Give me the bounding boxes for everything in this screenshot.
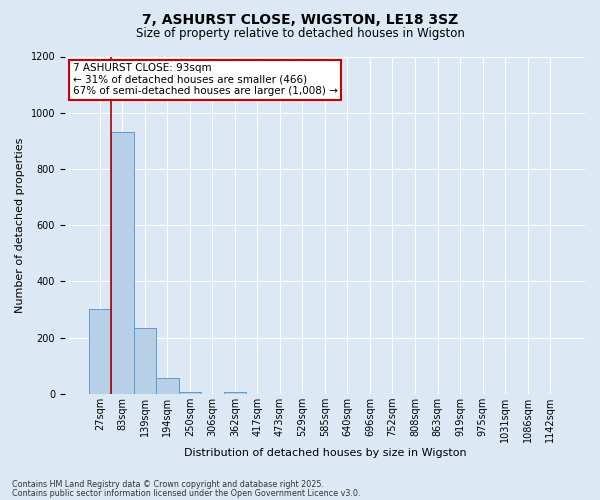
Bar (179, 392, 201, 394)
Text: Size of property relative to detached houses in Wigston: Size of property relative to detached ho… (136, 28, 464, 40)
Text: 7, ASHURST CLOSE, WIGSTON, LE18 3SZ: 7, ASHURST CLOSE, WIGSTON, LE18 3SZ (142, 12, 458, 26)
Text: Contains public sector information licensed under the Open Government Licence v3: Contains public sector information licen… (12, 488, 361, 498)
Text: 7 ASHURST CLOSE: 93sqm
← 31% of detached houses are smaller (466)
67% of semi-de: 7 ASHURST CLOSE: 93sqm ← 31% of detached… (73, 63, 338, 96)
Bar (111, 132, 134, 394)
Y-axis label: Number of detached properties: Number of detached properties (15, 138, 25, 313)
Bar (89, 310, 111, 394)
X-axis label: Distribution of detached houses by size in Wigston: Distribution of detached houses by size … (184, 448, 466, 458)
Bar (156, 378, 179, 394)
Text: Contains HM Land Registry data © Crown copyright and database right 2025.: Contains HM Land Registry data © Crown c… (12, 480, 324, 489)
Bar (134, 328, 156, 394)
Bar (224, 392, 246, 394)
